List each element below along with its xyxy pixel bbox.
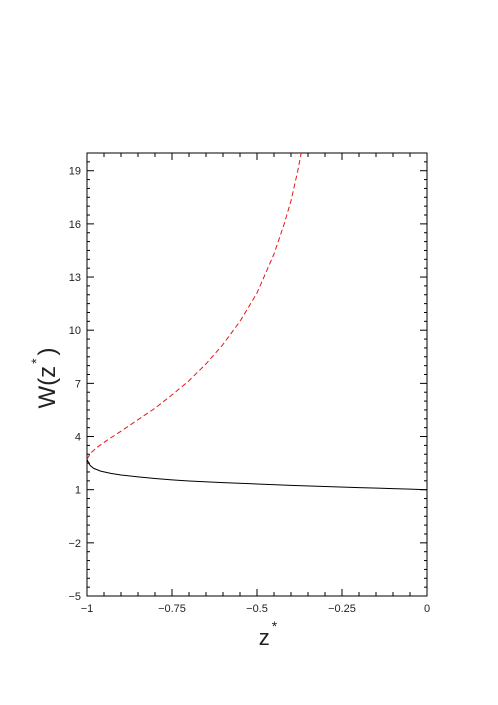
- y-tick-label: 7: [75, 378, 81, 390]
- y-tick-label: 4: [75, 432, 81, 444]
- y-tick-label: 10: [69, 325, 81, 337]
- x-tick-label: −1: [81, 603, 94, 615]
- x-axis-label-sup: *: [272, 618, 278, 634]
- y-axis-label-close: ): [34, 347, 61, 355]
- y-tick-label: 1: [75, 485, 81, 497]
- series-line-solid: [86, 459, 428, 491]
- y-tick-label: 19: [69, 166, 81, 178]
- x-axis-label: z *: [259, 618, 278, 650]
- x-tick-labels: −1 −0.75 −0.5 −0.25 0: [81, 603, 430, 615]
- x-tick-label: −0.75: [158, 603, 186, 615]
- y-axis-label: W(z*): [28, 347, 61, 408]
- series-line-dashed: [86, 152, 302, 460]
- y-tick-label: 16: [69, 219, 81, 231]
- y-tick-labels: −5 −2 1 4 7 10 13 16 19: [68, 166, 81, 603]
- x-tick-label: 0: [424, 603, 430, 615]
- y-tick-label: 13: [69, 272, 81, 284]
- y-axis-label-sup: *: [28, 358, 44, 364]
- axis-ticks: [86, 152, 428, 597]
- y-tick-label: −5: [68, 591, 81, 603]
- plot-frame: [86, 152, 428, 597]
- x-tick-label: −0.5: [246, 603, 268, 615]
- series-group: [86, 152, 428, 491]
- y-tick-label: −2: [68, 538, 81, 550]
- x-tick-label: −0.25: [328, 603, 356, 615]
